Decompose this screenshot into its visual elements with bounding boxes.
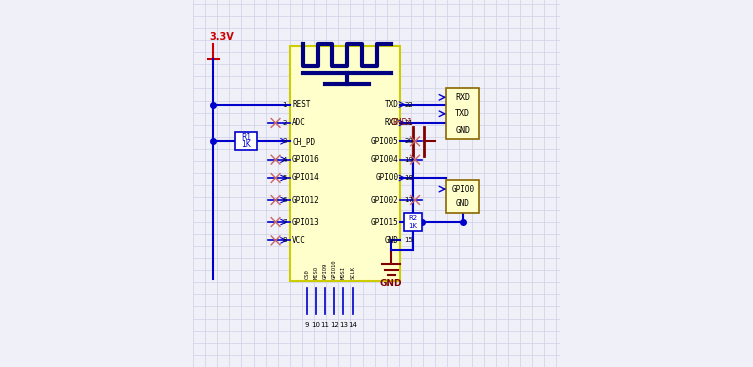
Text: 17: 17: [404, 197, 413, 203]
Text: 9: 9: [304, 322, 309, 328]
Text: 4: 4: [282, 157, 287, 163]
Text: 5: 5: [282, 175, 287, 181]
Text: GPIO15: GPIO15: [370, 218, 398, 226]
Text: 15: 15: [404, 237, 413, 243]
Text: GPIO12: GPIO12: [292, 196, 320, 204]
Text: GND: GND: [385, 236, 398, 245]
Text: 1K: 1K: [409, 223, 418, 229]
Text: 18: 18: [404, 175, 413, 181]
Text: R1: R1: [241, 133, 252, 142]
Text: 14: 14: [348, 322, 357, 328]
Text: 7: 7: [282, 219, 287, 225]
Text: GPIO04: GPIO04: [370, 155, 398, 164]
Text: CS0: CS0: [304, 269, 309, 279]
Text: GPIO0: GPIO0: [376, 174, 398, 182]
Text: 8: 8: [282, 237, 287, 243]
Text: 22: 22: [404, 102, 413, 108]
Text: GND: GND: [380, 279, 402, 288]
Text: ADC: ADC: [292, 119, 306, 127]
Text: GPIO02: GPIO02: [370, 196, 398, 204]
Text: 20: 20: [404, 138, 413, 144]
Text: CH_PD: CH_PD: [292, 137, 316, 146]
Text: 2: 2: [282, 120, 287, 126]
Text: GND1: GND1: [391, 117, 413, 127]
Text: 6: 6: [282, 197, 287, 203]
Text: GPIO9: GPIO9: [322, 263, 328, 279]
Text: MISO: MISO: [313, 266, 319, 279]
FancyBboxPatch shape: [404, 213, 422, 231]
Text: TXD: TXD: [456, 109, 470, 118]
Text: TXD: TXD: [385, 100, 398, 109]
Text: 3: 3: [282, 138, 287, 144]
Text: GPIO0: GPIO0: [451, 185, 474, 193]
Text: GND: GND: [456, 126, 470, 135]
Text: 11: 11: [321, 322, 330, 328]
Text: 19: 19: [404, 157, 413, 163]
Text: 21: 21: [404, 120, 413, 126]
Text: 1K: 1K: [242, 141, 251, 149]
FancyBboxPatch shape: [290, 46, 401, 281]
Text: REST: REST: [292, 100, 310, 109]
FancyBboxPatch shape: [235, 132, 258, 150]
Text: 1: 1: [282, 102, 287, 108]
FancyBboxPatch shape: [447, 88, 479, 139]
Text: SCLK: SCLK: [350, 266, 355, 279]
Text: GND: GND: [456, 199, 470, 208]
Text: GPIO05: GPIO05: [370, 137, 398, 146]
FancyBboxPatch shape: [447, 180, 479, 213]
Text: RXD: RXD: [456, 93, 470, 102]
Text: RXD: RXD: [385, 119, 398, 127]
Text: GPIO16: GPIO16: [292, 155, 320, 164]
Text: GPIO10: GPIO10: [332, 259, 337, 279]
Text: 16: 16: [404, 219, 413, 225]
Text: VCC: VCC: [292, 236, 306, 245]
Text: GPIO13: GPIO13: [292, 218, 320, 226]
Text: 3.3V: 3.3V: [209, 32, 234, 42]
Text: 13: 13: [339, 322, 348, 328]
Text: GPIO14: GPIO14: [292, 174, 320, 182]
Text: 10: 10: [312, 322, 321, 328]
Text: 12: 12: [330, 322, 339, 328]
Text: R2: R2: [409, 215, 418, 221]
Text: MOSI: MOSI: [341, 266, 346, 279]
